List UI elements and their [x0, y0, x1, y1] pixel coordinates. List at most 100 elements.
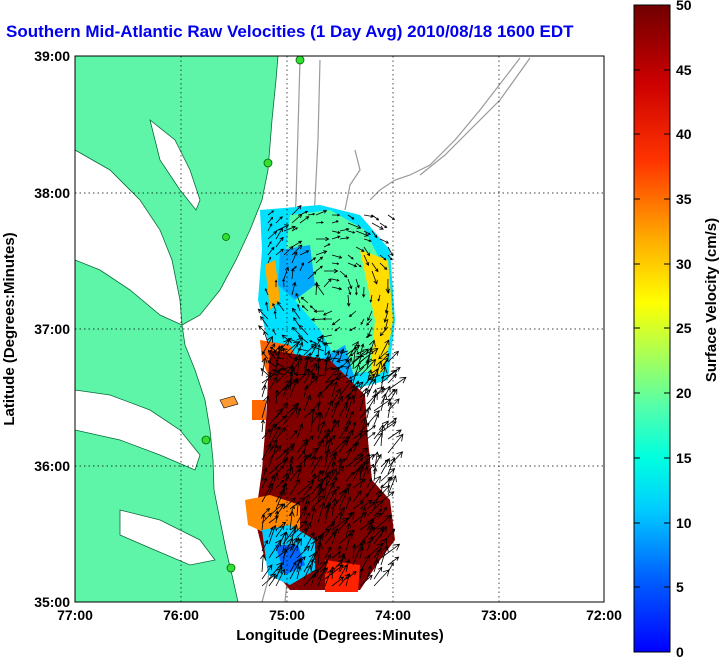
velocity-arrow	[310, 455, 323, 475]
velocity-arrow	[301, 305, 309, 312]
velocity-arrow	[373, 484, 391, 503]
velocity-arrow	[338, 487, 350, 510]
velocity-arrow	[369, 294, 373, 303]
velocity-arrow	[366, 346, 374, 370]
velocity-arrow	[317, 420, 326, 440]
velocity-arrow	[296, 565, 302, 580]
velocity-arrow	[355, 278, 360, 289]
velocity-arrow	[380, 365, 388, 391]
velocity-arrow	[379, 254, 387, 261]
velocity-arrow	[261, 356, 268, 377]
velocity-arrow	[359, 416, 368, 440]
velocity-arrow	[303, 511, 310, 524]
velocity-arrow	[352, 461, 370, 475]
velocity-arrow	[275, 488, 286, 510]
velocity-arrow	[268, 425, 281, 447]
velocity-arrow	[345, 496, 352, 510]
colorbar-tick-label: 25	[676, 320, 692, 336]
velocity-arrow	[366, 500, 384, 517]
velocity-arrow	[363, 214, 375, 218]
velocity-arrow	[387, 246, 394, 257]
velocity-arrow	[363, 230, 371, 235]
velocity-arrow	[366, 378, 377, 398]
velocity-arrow	[317, 470, 332, 489]
x-tick-label: 72:00	[586, 607, 622, 623]
velocity-arrow	[291, 204, 302, 216]
velocity-arrow	[363, 238, 372, 242]
velocity-arrow	[345, 394, 355, 419]
velocity-arrow	[331, 388, 341, 405]
velocity-arrow	[347, 262, 358, 268]
velocity-arrow	[359, 499, 373, 510]
velocity-arrow	[352, 429, 369, 447]
velocity-arrow	[309, 305, 317, 312]
y-axis-title: Latitude (Degrees:Minutes)	[1, 232, 18, 425]
velocity-arrow	[303, 568, 319, 587]
velocity-arrow	[331, 435, 350, 454]
velocity-arrow	[338, 564, 348, 580]
velocity-arrow	[282, 278, 286, 288]
velocity-arrow	[380, 545, 389, 566]
velocity-arrow	[387, 451, 404, 468]
velocity-arrow	[289, 561, 297, 573]
colorbar-tick-label: 40	[676, 126, 692, 142]
velocity-arrow	[352, 490, 362, 503]
velocity-arrow	[317, 485, 324, 503]
velocity-arrow	[322, 310, 333, 316]
velocity-arrow	[366, 518, 374, 531]
velocity-arrow	[296, 423, 304, 440]
velocity-arrow	[282, 466, 294, 489]
velocity-arrow	[310, 354, 320, 363]
x-tick-label: 77:00	[57, 607, 93, 623]
velocity-arrow	[338, 401, 348, 419]
velocity-arrow	[275, 483, 287, 503]
velocity-arrow	[291, 244, 303, 256]
velocity-arrow	[261, 335, 273, 356]
velocity-arrow	[288, 510, 295, 531]
velocity-arrow	[267, 256, 272, 264]
velocity-arrow	[347, 230, 356, 234]
velocity-arrow	[387, 401, 393, 419]
velocity-arrow	[387, 376, 407, 391]
velocity-arrow	[387, 433, 404, 454]
velocity-arrow	[324, 546, 332, 559]
velocity-arrow	[260, 513, 266, 531]
velocity-arrow	[361, 286, 366, 298]
velocity-arrow	[310, 334, 324, 356]
velocity-arrow	[303, 342, 317, 356]
velocity-arrow	[324, 564, 344, 580]
velocity-arrow	[345, 572, 351, 587]
velocity-arrow	[373, 566, 383, 580]
velocity-arrow	[261, 428, 271, 440]
velocity-arrow	[290, 267, 295, 280]
velocity-arrow	[359, 567, 364, 580]
velocity-arrow	[359, 358, 377, 377]
velocity-arrow	[324, 437, 333, 461]
velocity-arrow	[378, 350, 389, 360]
velocity-arrow	[274, 510, 280, 524]
velocity-arrow	[338, 379, 353, 398]
velocity-arrow	[289, 368, 296, 391]
velocity-arrow	[310, 558, 315, 573]
velocity-arrow	[352, 542, 364, 566]
velocity-arrow	[339, 227, 350, 232]
x-axis-title: Longitude (Degrees:Minutes)	[236, 627, 444, 644]
velocity-arrow	[310, 317, 325, 322]
velocity-arrow	[268, 472, 279, 496]
velocity-arrow	[323, 341, 328, 356]
velocity-arrow	[380, 457, 390, 475]
velocity-arrow	[331, 220, 339, 224]
x-tick-label: 74:00	[375, 607, 411, 623]
y-axis: 39:00 38:00 37:00 36:00 35:00 Latitude (…	[1, 48, 70, 610]
velocity-arrow	[275, 415, 287, 426]
velocity-arrow	[296, 450, 306, 461]
velocity-arrow	[289, 336, 303, 356]
velocity-arrow	[275, 521, 287, 531]
velocity-arrow	[345, 532, 353, 552]
velocity-arrow	[359, 453, 371, 475]
velocity-arrow	[315, 265, 323, 272]
velocity-arrow	[366, 475, 381, 496]
velocity-arrow	[283, 225, 296, 232]
velocity-arrow	[366, 535, 374, 552]
map-title: Southern Mid-Atlantic Raw Velocities (1 …	[6, 22, 574, 41]
